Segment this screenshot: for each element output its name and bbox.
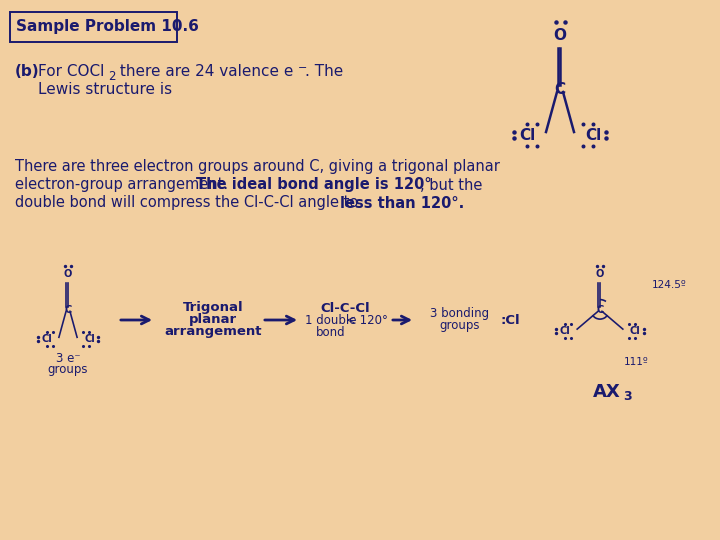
Text: For COCl: For COCl — [38, 64, 104, 79]
Text: O: O — [596, 269, 604, 279]
Text: < 120°: < 120° — [346, 314, 388, 327]
Text: Cl: Cl — [559, 326, 570, 336]
Text: planar: planar — [189, 314, 237, 327]
Text: C: C — [64, 305, 71, 315]
Text: Lewis structure is: Lewis structure is — [38, 83, 172, 98]
Text: arrangement: arrangement — [164, 326, 262, 339]
Text: groups: groups — [48, 363, 89, 376]
Text: O: O — [64, 269, 72, 279]
Text: O: O — [554, 28, 567, 43]
Text: The ideal bond angle is 120°: The ideal bond angle is 120° — [196, 178, 431, 192]
Text: electron-group arrangement.: electron-group arrangement. — [15, 178, 233, 192]
Text: Cl: Cl — [519, 127, 535, 143]
Text: 3 e⁻: 3 e⁻ — [55, 352, 81, 365]
Text: There are three electron groups around C, giving a trigonal planar: There are three electron groups around C… — [15, 159, 500, 174]
Text: 124.5º: 124.5º — [652, 280, 687, 290]
Text: Cl: Cl — [41, 334, 52, 345]
Text: Cl: Cl — [585, 127, 601, 143]
Text: Sample Problem 10.6: Sample Problem 10.6 — [16, 19, 199, 35]
Text: C: C — [596, 305, 603, 315]
Text: 1 double: 1 double — [305, 314, 356, 327]
Text: Cl: Cl — [84, 334, 95, 345]
Text: Cl-C-Cl: Cl-C-Cl — [320, 301, 370, 314]
Text: 3: 3 — [623, 389, 631, 402]
Text: Cl: Cl — [630, 326, 641, 336]
FancyBboxPatch shape — [10, 12, 177, 42]
Text: −: − — [298, 63, 307, 73]
Text: 3 bonding: 3 bonding — [431, 307, 490, 321]
Text: C: C — [554, 83, 566, 98]
Text: there are 24 valence e: there are 24 valence e — [115, 64, 293, 79]
Text: bond: bond — [316, 326, 346, 339]
Text: . The: . The — [305, 64, 343, 79]
Text: :Cl: :Cl — [500, 314, 520, 327]
Text: AX: AX — [593, 383, 621, 401]
Text: less than 120°.: less than 120°. — [340, 195, 464, 211]
Text: 2: 2 — [108, 70, 115, 83]
Text: Trigonal: Trigonal — [183, 301, 243, 314]
Text: (b): (b) — [15, 64, 40, 79]
Text: double bond will compress the Cl-C-Cl angle to: double bond will compress the Cl-C-Cl an… — [15, 195, 363, 211]
Text: , but the: , but the — [420, 178, 482, 192]
Text: groups: groups — [440, 320, 480, 333]
Text: 111º: 111º — [624, 357, 649, 367]
